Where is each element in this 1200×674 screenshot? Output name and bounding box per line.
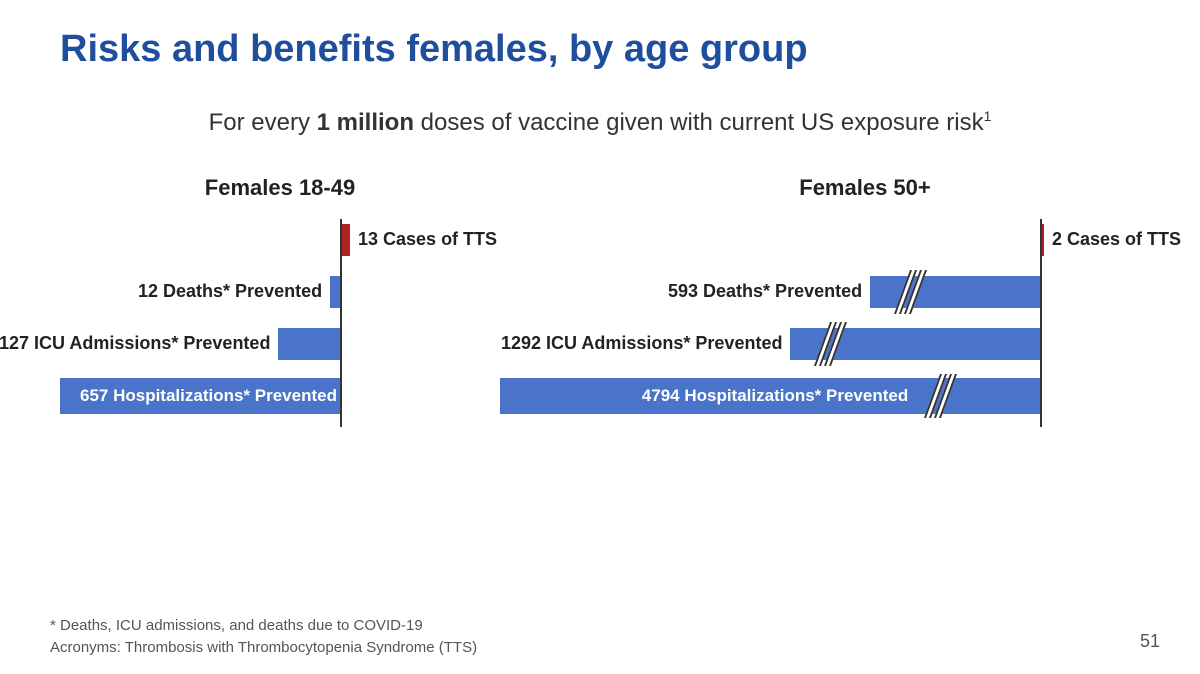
chart-females-50plus: Females 50+ 2 Cases of TTS 593 Deaths* Pr… (540, 175, 1190, 515)
bar-label: 593 Deaths* Prevented (668, 281, 862, 302)
bar-row: 657 Hospitalizations* Prevented (60, 375, 500, 417)
bar-row: 2 Cases of TTS (540, 219, 1190, 261)
chart-area: Females 18-49 13 Cases of TTS 12 Deaths* … (60, 175, 1140, 515)
bar-row: 127 ICU Admissions* Prevented (60, 323, 500, 365)
benefit-bar (790, 328, 1040, 360)
bar-row: 13 Cases of TTS (60, 219, 500, 261)
chart-left-title: Females 18-49 (60, 175, 500, 201)
chart-right-bars: 2 Cases of TTS 593 Deaths* Prevented 1292 … (540, 219, 1190, 417)
footnote-2: Acronyms: Thrombosis with Thrombocytopen… (50, 639, 477, 656)
chart-left-bars: 13 Cases of TTS 12 Deaths* Prevented 127 I… (60, 219, 500, 417)
subtitle-bold: 1 million (317, 109, 414, 136)
subtitle-pre: For every (209, 109, 317, 136)
benefit-bar (330, 276, 340, 308)
bar-row: 12 Deaths* Prevented (60, 271, 500, 313)
bar-label: 13 Cases of TTS (358, 229, 497, 250)
benefit-bar (278, 328, 340, 360)
subtitle-post: doses of vaccine given with current US e… (414, 109, 984, 136)
bar-label: 1292 ICU Admissions* Prevented (501, 333, 782, 354)
bar-row: 593 Deaths* Prevented (540, 271, 1190, 313)
benefit-bar (870, 276, 1040, 308)
bar-label: 657 Hospitalizations* Prevented (80, 386, 330, 406)
bar-row: 4794 Hospitalizations* Prevented (540, 375, 1190, 417)
axis-line (340, 219, 342, 427)
subtitle-sup: 1 (984, 108, 992, 124)
chart-females-18-49: Females 18-49 13 Cases of TTS 12 Deaths* … (60, 175, 500, 515)
slide-subtitle: For every 1 million doses of vaccine giv… (0, 108, 1200, 137)
bar-label: 2 Cases of TTS (1052, 229, 1181, 250)
bar-label: 12 Deaths* Prevented (138, 281, 322, 302)
slide-title: Risks and benefits females, by age group (60, 28, 808, 71)
page-number: 51 (1140, 631, 1160, 652)
bar-label: 127 ICU Admissions* Prevented (0, 333, 270, 354)
footnote-1: * Deaths, ICU admissions, and deaths due… (50, 617, 423, 634)
bar-row: 1292 ICU Admissions* Prevented (540, 323, 1190, 365)
axis-line (1040, 219, 1042, 427)
bar-label: 4794 Hospitalizations* Prevented (520, 386, 1030, 406)
chart-right-title: Females 50+ (540, 175, 1190, 201)
